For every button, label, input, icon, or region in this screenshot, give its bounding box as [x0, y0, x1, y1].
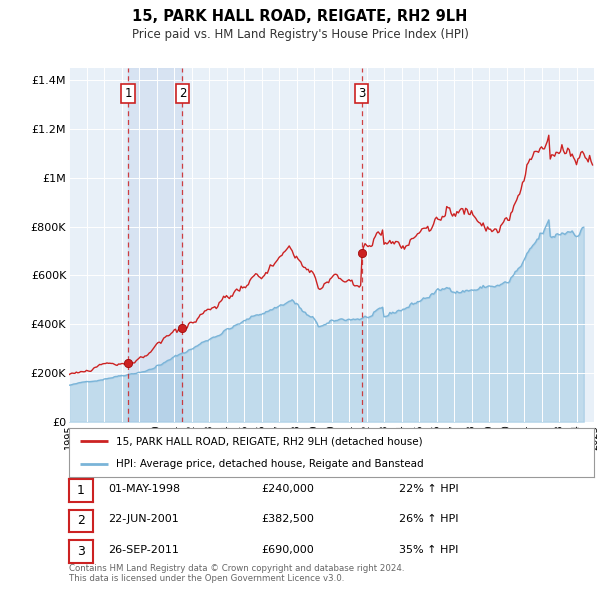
Text: 15, PARK HALL ROAD, REIGATE, RH2 9LH (detached house): 15, PARK HALL ROAD, REIGATE, RH2 9LH (de… — [116, 437, 423, 447]
Text: 22% ↑ HPI: 22% ↑ HPI — [399, 484, 458, 493]
Text: 26% ↑ HPI: 26% ↑ HPI — [399, 514, 458, 524]
Text: 3: 3 — [358, 87, 365, 100]
Text: Contains HM Land Registry data © Crown copyright and database right 2024.
This d: Contains HM Land Registry data © Crown c… — [69, 563, 404, 583]
Text: 2: 2 — [179, 87, 186, 100]
Text: HPI: Average price, detached house, Reigate and Banstead: HPI: Average price, detached house, Reig… — [116, 458, 424, 468]
Text: 22-JUN-2001: 22-JUN-2001 — [108, 514, 179, 524]
Text: 15, PARK HALL ROAD, REIGATE, RH2 9LH: 15, PARK HALL ROAD, REIGATE, RH2 9LH — [133, 9, 467, 24]
Text: 01-MAY-1998: 01-MAY-1998 — [108, 484, 180, 493]
Text: £240,000: £240,000 — [261, 484, 314, 493]
Bar — [128, 68, 182, 422]
Text: 1: 1 — [77, 484, 85, 497]
Text: Price paid vs. HM Land Registry's House Price Index (HPI): Price paid vs. HM Land Registry's House … — [131, 28, 469, 41]
Text: 2: 2 — [77, 514, 85, 527]
Text: £690,000: £690,000 — [261, 545, 314, 555]
Text: 1: 1 — [124, 87, 132, 100]
Text: 3: 3 — [77, 545, 85, 558]
Text: £382,500: £382,500 — [261, 514, 314, 524]
Text: 26-SEP-2011: 26-SEP-2011 — [108, 545, 179, 555]
Text: 35% ↑ HPI: 35% ↑ HPI — [399, 545, 458, 555]
